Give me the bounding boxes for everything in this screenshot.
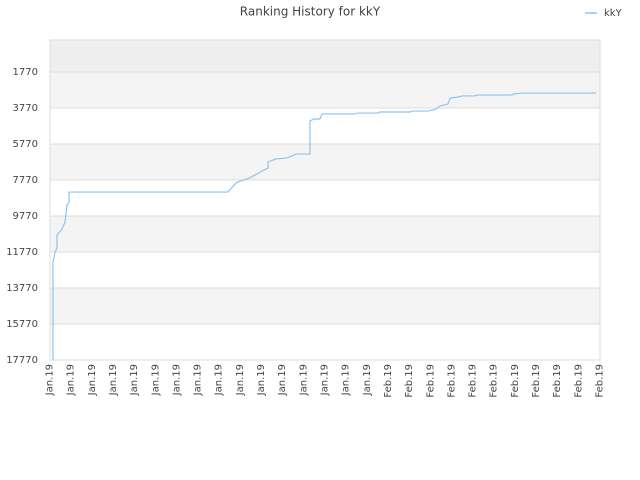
y-tick-label: 13770	[6, 283, 38, 294]
x-tick-label: Jan.19	[45, 364, 56, 396]
band	[50, 72, 600, 109]
x-tick-label: Jan.19	[235, 364, 246, 396]
y-tick-label: 7770	[13, 175, 38, 186]
band	[50, 144, 600, 181]
y-tick-label: 11770	[6, 247, 38, 258]
x-tick-label: Jan.19	[108, 364, 119, 396]
y-tick-label: 15770	[6, 319, 38, 330]
x-tick-label: Feb.19	[468, 364, 479, 398]
x-tick-label: Feb.19	[531, 364, 542, 398]
x-tick-label: Feb.19	[425, 364, 436, 398]
plot-border	[49, 39, 601, 361]
x-tick-label: Feb.19	[489, 364, 500, 398]
x-tick-label: Jan.19	[171, 364, 182, 396]
x-tick-label: Jan.19	[320, 364, 331, 396]
x-tick-label: Jan.19	[256, 364, 267, 396]
x-tick-label: Jan.19	[87, 364, 98, 396]
x-tick-label: Feb.19	[510, 364, 521, 398]
x-tick-label: Jan.19	[362, 364, 373, 396]
band	[50, 180, 600, 217]
x-tick-label: Feb.19	[552, 364, 563, 398]
x-tick-label: Feb.19	[595, 364, 606, 398]
legend-label: kkY	[604, 8, 623, 19]
band	[50, 216, 600, 253]
x-tick-label: Feb.19	[573, 364, 584, 398]
y-tick-label: 1770	[13, 67, 38, 78]
y-tick-label: 5770	[13, 139, 38, 150]
x-tick-label: Feb.19	[446, 364, 457, 398]
x-tick-label: Jan.19	[298, 364, 309, 396]
x-tick-label: Jan.19	[150, 364, 161, 396]
y-tick-label: 9770	[13, 211, 38, 222]
line	[52, 92, 596, 360]
chart-title: Ranking History for kkY	[240, 5, 381, 19]
x-tick-label: Feb.19	[383, 364, 394, 398]
band	[50, 288, 600, 325]
y-tick-label: 3770	[13, 103, 38, 114]
x-tick-label: Jan.19	[129, 364, 140, 396]
x-tick-label: Jan.19	[66, 364, 77, 396]
band	[50, 40, 600, 73]
band	[50, 252, 600, 289]
x-tick-label: Feb.19	[404, 364, 415, 398]
x-tick-label: Jan.19	[277, 364, 288, 396]
x-tick-label: Jan.19	[214, 364, 225, 396]
band	[50, 324, 600, 360]
y-tick-label: 17770	[6, 355, 38, 366]
x-tick-label: Jan.19	[193, 364, 204, 396]
x-tick-label: Jan.19	[341, 364, 352, 396]
